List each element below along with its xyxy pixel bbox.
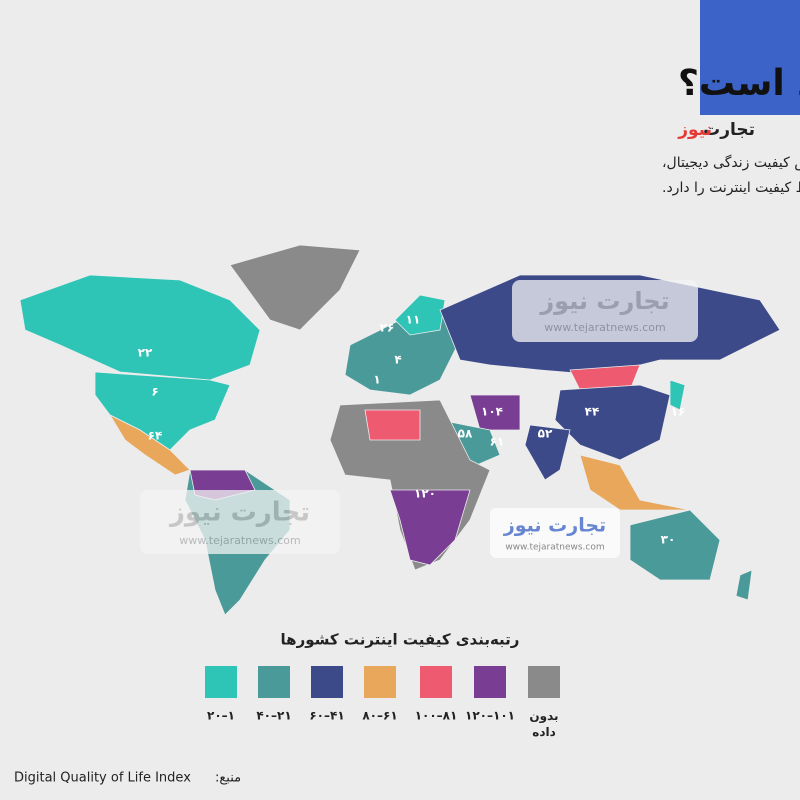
legend-swatch [528,666,560,698]
watermarks: تجارت نیوز www.tejaratnews.com تجارت نیو… [140,280,698,558]
legend-swatch [364,666,396,698]
india [524,424,571,481]
brand-part2: نیوز [677,120,712,140]
new-zealand [735,569,753,601]
rank-label: ۶۴ [148,429,163,443]
rank-label: ۱۲۰ [414,487,436,501]
rank-label: ۵۸ [458,427,473,441]
greenland [229,244,361,331]
subtitle-line: بر اساس شاخص کیفیت زندگی دیجیتال، [662,154,800,171]
legend: ۲۰–۱ ۴۰–۲۱ ۶۰–۴۱ ۸۰–۶۱ ۱۰۰–۸۱ ۱۲۰–۱۰۱ بدون داده [205,666,560,739]
legend-label: ۸۰–۶۱ [362,709,397,723]
japan [669,379,686,411]
rank-label: ۴ [394,353,401,367]
watermark-box [140,490,340,554]
title: کیفیت اینترنت ایران در جهان چند است؟ [678,63,800,104]
legend-swatch [205,666,237,698]
watermark-url: www.tejaratnews.com [505,543,604,553]
rank-label: ۱۱ [406,313,421,327]
watermark-name: تجارت نیوز [539,287,669,315]
source-label: منبع: [215,771,241,786]
brand-block [700,0,800,115]
canada [19,274,261,381]
rank-label: ۶۱ [490,435,505,449]
watermark-url: www.tejaratnews.com [179,534,300,547]
australia [629,509,721,581]
usa [94,371,231,451]
rank-label: ۱ [373,373,380,387]
legend-swatch [311,666,343,698]
rank-label: ۴۴ [585,405,600,419]
legend-swatch [474,666,506,698]
legend-label: ۲۰–۱ [207,709,235,723]
watermark-name: تجارت نیوز [503,515,606,537]
rank-label: ۵۲ [538,427,553,441]
rank-label: ۳۰ [661,533,676,547]
watermark-url: www.tejaratnews.com [544,321,665,334]
legend-label: ۱۲۰–۱۰۱ [465,709,515,723]
legend-label: ۴۰–۲۱ [256,709,291,723]
legend-label: ۱۰۰–۸۱ [415,709,458,723]
mexico [108,414,191,476]
rank-labels: ۲۲ ۶ ۶۴ ۲۶ ۱۱ ۴ ۱ ۱۰۴ ۵۸ ۶۱ ۵۲ ۴۴ ۱۶ ۱۲۰… [138,313,686,547]
rank-label: ۲۲ [138,346,153,360]
legend-swatch [420,666,452,698]
legend-label: ۶۰–۴۱ [309,709,344,723]
legend-title: رتبه‌بندی کیفیت اینترنت کشورها [281,631,520,649]
source-name: Digital Quality of Life Index [14,771,191,786]
rank-label: ۱۰۴ [481,405,503,419]
legend-swatch [258,666,290,698]
north-africa [364,409,421,441]
legend-label: بدون داده [529,709,558,739]
iran [469,394,521,431]
watermark-name: تجارت نیوز [168,498,310,528]
rank-label: ۲۶ [380,321,395,335]
watermark-box [512,280,698,342]
rank-label: ۶ [151,385,158,399]
brand-part1: تجارت [703,120,755,140]
rank-label: ۱۶ [671,405,686,419]
southern-africa [389,489,471,566]
subtitle-line: ایران در میان ۱۲۱ کشور، امتیاز ۱۰۴ از لح… [662,180,800,196]
china [554,384,671,461]
watermark-box [490,508,620,558]
